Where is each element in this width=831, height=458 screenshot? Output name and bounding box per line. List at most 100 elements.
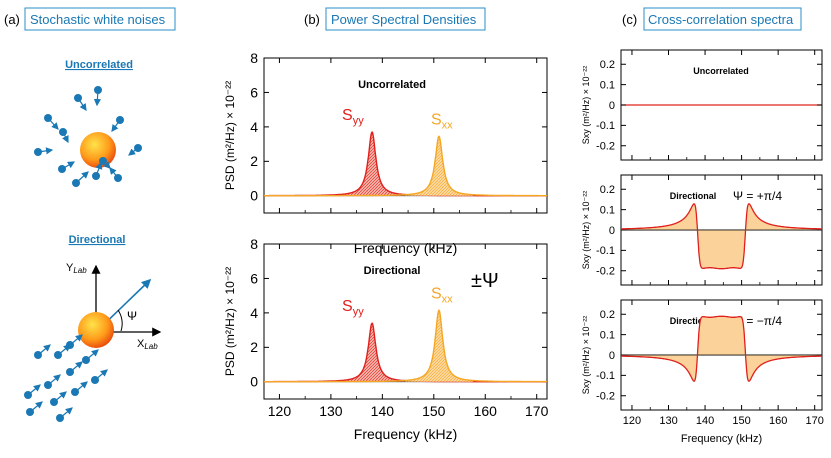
series-label-Syy: Syy bbox=[342, 107, 364, 127]
y-lab-label: YLab bbox=[66, 262, 87, 275]
panel-c-title-box bbox=[643, 7, 802, 31]
panel-b-letter: (b) bbox=[304, 12, 320, 27]
y-tick-label: -0.1 bbox=[596, 370, 615, 382]
noise-dot bbox=[72, 179, 80, 187]
noise-dot bbox=[66, 341, 74, 349]
y-tick-label: -0.1 bbox=[596, 245, 615, 257]
x-tick-label: 140 bbox=[696, 415, 714, 427]
x-tick-label: 150 bbox=[732, 415, 750, 427]
noise-dot bbox=[50, 398, 58, 406]
y-axis-label: Sxy (m²/Hz) × 10⁻²² bbox=[581, 191, 591, 270]
noise-dot bbox=[66, 368, 74, 376]
cross-line bbox=[621, 203, 822, 270]
x-lab-label: XLab bbox=[137, 338, 158, 351]
x-tick-label: 120 bbox=[623, 415, 641, 427]
x-axis-label: Frequency (kHz) bbox=[354, 426, 457, 442]
series-fill-Sxx bbox=[405, 136, 473, 196]
x-tick-label: 130 bbox=[659, 415, 677, 427]
noise-dot bbox=[59, 128, 67, 136]
x-axis-label: Frequency (kHz) bbox=[354, 240, 457, 256]
y-tick-label: 0.1 bbox=[600, 79, 615, 91]
panel-b-title: Power Spectral Densities bbox=[331, 12, 477, 27]
psi-label: Ψ = +π/4 bbox=[733, 189, 782, 203]
angle-label: Ψ bbox=[127, 309, 137, 323]
plot-title: Directional bbox=[670, 191, 717, 201]
schematic-directional: Directional YLab XLab Ψ bbox=[24, 234, 162, 422]
noise-dot bbox=[34, 351, 42, 359]
y-axis-label: Sxy (m²/Hz) × 10⁻²² bbox=[581, 66, 591, 145]
cross-plus-chart: -0.2 -0.1 0 0.1 0.2 Sxy (m²/Hz) × 10⁻²² Direct… bbox=[581, 174, 823, 286]
panel-a-title: Stochastic white noises bbox=[30, 12, 166, 27]
y-axis-label: PSD (m²/Hz) × 10⁻²² bbox=[223, 81, 237, 190]
series-fill-Syy bbox=[338, 132, 406, 196]
cross-fill bbox=[621, 316, 822, 382]
noise-dot bbox=[114, 174, 122, 182]
x-tick-label: 170 bbox=[525, 403, 549, 419]
y-tick-label: -0.2 bbox=[596, 391, 615, 403]
plot-title: Uncorrelated bbox=[693, 66, 749, 76]
y-tick-label: 2 bbox=[250, 339, 258, 355]
y-tick-label: 6 bbox=[250, 84, 258, 100]
x-tick-label: 120 bbox=[268, 403, 292, 419]
series-label-Sxx: Sxx bbox=[431, 111, 453, 131]
noise-dot bbox=[44, 114, 52, 122]
noise-dot bbox=[82, 356, 90, 364]
noise-dot bbox=[56, 414, 64, 422]
panel-c-title: Cross-correlation spectra bbox=[648, 12, 794, 27]
particle bbox=[80, 132, 116, 168]
schematic-uncorrelated: Uncorrelated bbox=[34, 59, 142, 187]
y-tick-label: 0.2 bbox=[600, 184, 615, 196]
y-axis-label: PSD (m²/Hz) × 10⁻²² bbox=[223, 267, 237, 376]
directional-label: Directional bbox=[69, 234, 126, 246]
noise-dot bbox=[44, 381, 52, 389]
series-label-Syy: Syy bbox=[342, 298, 364, 318]
angle-arc bbox=[117, 309, 123, 332]
noise-dot bbox=[26, 408, 34, 416]
uncorrelated-label: Uncorrelated bbox=[65, 59, 133, 71]
panel-c-letter: (c) bbox=[622, 12, 637, 27]
y-tick-label: -0.2 bbox=[596, 266, 615, 278]
series-fill-Syy bbox=[338, 323, 406, 382]
y-tick-label: 0 bbox=[250, 188, 258, 204]
y-axis-label: Sxy (m²/Hz) × 10⁻²² bbox=[581, 316, 591, 395]
panel-a-title-box bbox=[24, 7, 176, 31]
noise-dot bbox=[94, 86, 102, 94]
y-tick-label: 0 bbox=[609, 100, 615, 112]
panel-b-title-box bbox=[325, 7, 486, 31]
noise-dot bbox=[71, 388, 79, 396]
noise-dot bbox=[134, 144, 142, 152]
noise-dot bbox=[99, 157, 107, 165]
plot-title: Directional bbox=[670, 316, 717, 326]
x-tick-label: 150 bbox=[422, 403, 446, 419]
noise-dot bbox=[58, 165, 66, 173]
plot-frame bbox=[263, 243, 548, 400]
noise-kicks-uncorrelated bbox=[34, 86, 142, 187]
y-tick-label: 0.1 bbox=[600, 204, 615, 216]
psi-label: Ψ = −π/4 bbox=[733, 314, 782, 328]
cross-uncorrelated-chart: -0.2 -0.1 0 0.1 0.2 Sxy (m²/Hz) × 10⁻²² Uncorr… bbox=[581, 49, 823, 161]
x-tick-label: 130 bbox=[319, 403, 343, 419]
y-tick-label: 0.2 bbox=[600, 309, 615, 321]
series-line-Sxx bbox=[264, 135, 547, 197]
series-label-Sxx: Sxx bbox=[431, 285, 453, 305]
y-tick-label: 4 bbox=[250, 119, 258, 135]
plot-frame bbox=[263, 57, 548, 214]
y-tick-label: 0.2 bbox=[600, 59, 615, 71]
y-tick-label: 8 bbox=[250, 50, 258, 66]
psd-uncorrelated-chart: 0 2 4 6 8 PSD (m²/Hz) × 10⁻²² Frequency (kHz) U… bbox=[223, 50, 548, 256]
y-tick-label: 0 bbox=[609, 225, 615, 237]
cross-fill bbox=[621, 203, 822, 269]
noise-kicks-directional bbox=[24, 334, 108, 422]
y-tick-label: 2 bbox=[250, 153, 258, 169]
series-line-Sxx bbox=[264, 308, 547, 383]
y-tick-label: 0 bbox=[250, 374, 258, 390]
y-tick-label: 0.1 bbox=[600, 329, 615, 341]
pm-psi-annotation: ±Ψ bbox=[471, 270, 499, 292]
cross-minus-chart: -0.2 -0.1 0 0.1 0.2 120 130 140 150 160 170 Sxy (m²… bbox=[581, 299, 824, 445]
y-tick-label: 4 bbox=[250, 305, 258, 321]
series-fill-Sxx bbox=[405, 310, 473, 382]
noise-dot bbox=[34, 148, 42, 156]
noise-dot bbox=[92, 172, 100, 180]
y-tick-label: 0 bbox=[609, 350, 615, 362]
